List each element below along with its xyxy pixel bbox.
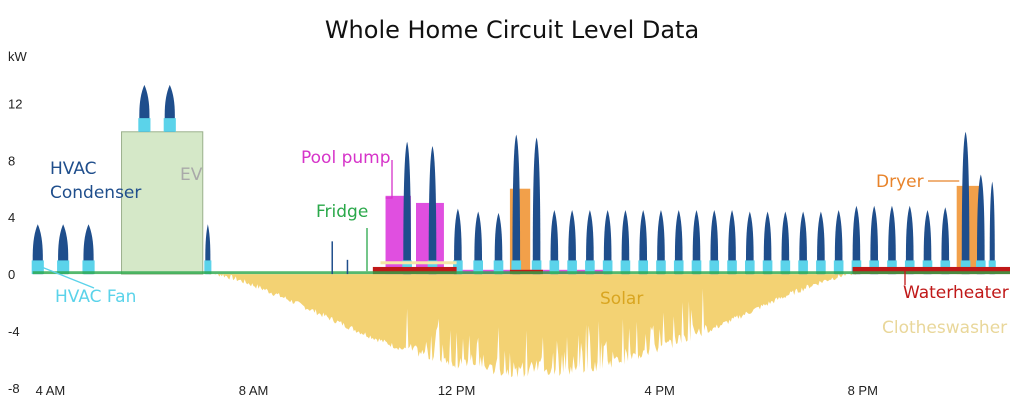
hvac-condenser-cycle xyxy=(586,210,594,275)
hvac-condenser-cycle xyxy=(603,210,612,275)
label-hvac-fan: HVAC Fan xyxy=(55,287,136,307)
label-pool-pump: Pool pump xyxy=(301,148,391,168)
hvac-condenser-cycle xyxy=(550,210,559,275)
hvac-condenser-cycle xyxy=(512,134,521,275)
hvac-condenser-cycle xyxy=(852,205,861,275)
hvac-fan-cycle xyxy=(709,260,720,275)
hvac-fan-leader xyxy=(37,264,95,289)
hvac-condenser-cycle xyxy=(923,210,932,275)
hvac-condenser-cycle xyxy=(888,205,896,275)
hvac-fan-cycle xyxy=(511,260,522,275)
hvac-fan-cycle xyxy=(673,260,684,275)
hvac-fan-cycle xyxy=(493,260,504,275)
hvac-condenser-cycle xyxy=(799,211,807,275)
hvac-fan-cycle xyxy=(453,260,463,275)
hvac-fan-cycle xyxy=(691,260,702,275)
hvac-condenser-cycle xyxy=(763,211,772,275)
hvac-condenser-cycle xyxy=(621,210,630,275)
label-fridge: Fridge xyxy=(316,202,368,222)
hvac-condenser-cycle xyxy=(454,208,462,275)
fridge-baseline xyxy=(32,271,1010,275)
hvac-fan-cycle xyxy=(656,260,666,275)
hvac-fan-cycle xyxy=(138,118,151,132)
hvac-condenser-cycle xyxy=(870,205,878,275)
solar-area xyxy=(202,274,863,378)
annotations: HVAC Condenser EV Pool pump Fridge Dryer… xyxy=(37,148,1009,338)
label-hvac-condenser-1: HVAC xyxy=(50,159,97,179)
hvac-condenser-cycle xyxy=(428,146,437,275)
hvac-condenser-cycle xyxy=(834,210,843,275)
y-tick-label: -8 xyxy=(8,381,20,396)
hvac-condenser-cycle xyxy=(674,210,683,275)
label-solar: Solar xyxy=(600,289,643,309)
pool-pump-leader xyxy=(385,160,393,199)
hvac-fan-cycle xyxy=(549,260,560,275)
hvac-fan-cycle xyxy=(727,260,737,275)
chart-title: Whole Home Circuit Level Data xyxy=(325,16,699,44)
hvac-condenser-cycle xyxy=(403,141,411,275)
y-tick-label: -4 xyxy=(8,324,20,339)
plot-area xyxy=(31,84,1010,378)
hvac-fan-cycle xyxy=(473,260,483,275)
hvac-condenser-cycle xyxy=(494,212,503,275)
hvac-condenser-cycle xyxy=(905,205,914,275)
x-tick-label: 4 AM xyxy=(36,383,66,398)
ev-area xyxy=(121,131,204,275)
hvac-fan-cycle xyxy=(531,260,542,275)
label-waterheater: Waterheater xyxy=(903,283,1009,303)
hvac-condenser-cycle xyxy=(474,211,482,275)
hvac-condenser-cycle xyxy=(728,210,736,275)
hvac-condenser-cycle xyxy=(532,137,541,275)
x-axis-ticks: 4 AM 8 AM 12 PM 4 PM 8 PM xyxy=(36,383,878,398)
hvac-condenser-cycle xyxy=(710,210,719,275)
hvac-condenser-cycle xyxy=(961,131,970,275)
label-clotheswasher: Clotheswasher xyxy=(882,318,1007,338)
hvac-condenser-cycle xyxy=(817,211,825,275)
label-dryer: Dryer xyxy=(876,172,924,192)
hvac-fan-cycle xyxy=(745,260,755,275)
hvac-condenser-cycle xyxy=(746,211,754,275)
hvac-fan-cycle xyxy=(602,260,613,275)
label-ev: EV xyxy=(180,165,203,185)
hvac-fan-cycle xyxy=(780,260,791,275)
hvac-condenser-cycle xyxy=(639,210,647,275)
y-axis-label: kW xyxy=(8,49,28,64)
hvac-fan-cycle xyxy=(57,260,70,275)
hvac-condenser-cycle xyxy=(941,207,950,275)
y-tick-label: 8 xyxy=(8,153,15,168)
waterheater-bar xyxy=(852,266,1010,275)
hvac-fan-cycle xyxy=(82,260,95,275)
hvac-fan-cycle xyxy=(798,260,808,275)
y-tick-label: 12 xyxy=(8,96,22,111)
hvac-condenser-cycle xyxy=(568,210,576,275)
hvac-fan-cycle xyxy=(204,260,212,275)
hvac-condenser-cycle xyxy=(692,210,701,275)
x-tick-label: 8 PM xyxy=(848,383,878,398)
x-tick-label: 12 PM xyxy=(438,383,476,398)
hvac-condenser-cycle xyxy=(781,211,790,275)
y-tick-label: 4 xyxy=(8,210,15,225)
x-tick-label: 4 PM xyxy=(645,383,675,398)
hvac-fan-cycle xyxy=(816,260,826,275)
hvac-fan-cycle xyxy=(638,260,648,275)
label-hvac-condenser-2: Condenser xyxy=(50,183,141,203)
hvac-fan-cycle xyxy=(31,260,44,275)
hvac-fan-cycle xyxy=(567,260,577,275)
y-tick-label: 0 xyxy=(8,267,15,282)
clotheswasher-strip xyxy=(380,261,457,265)
hvac-fan-cycle xyxy=(620,260,631,275)
y-axis-ticks: 12 8 4 0 -4 -8 xyxy=(8,96,22,396)
hvac-condenser-cycle xyxy=(989,181,995,275)
hvac-fan-cycle xyxy=(163,118,176,132)
waterheater-bar xyxy=(372,266,457,275)
hvac-condenser-cycle xyxy=(657,210,665,275)
hvac-fan-cycle xyxy=(762,260,773,275)
x-tick-label: 8 AM xyxy=(239,383,269,398)
hvac-fan-cycle xyxy=(585,260,595,275)
hvac-fan-cycle xyxy=(833,260,844,275)
hvac-condenser-cycle xyxy=(977,174,985,275)
